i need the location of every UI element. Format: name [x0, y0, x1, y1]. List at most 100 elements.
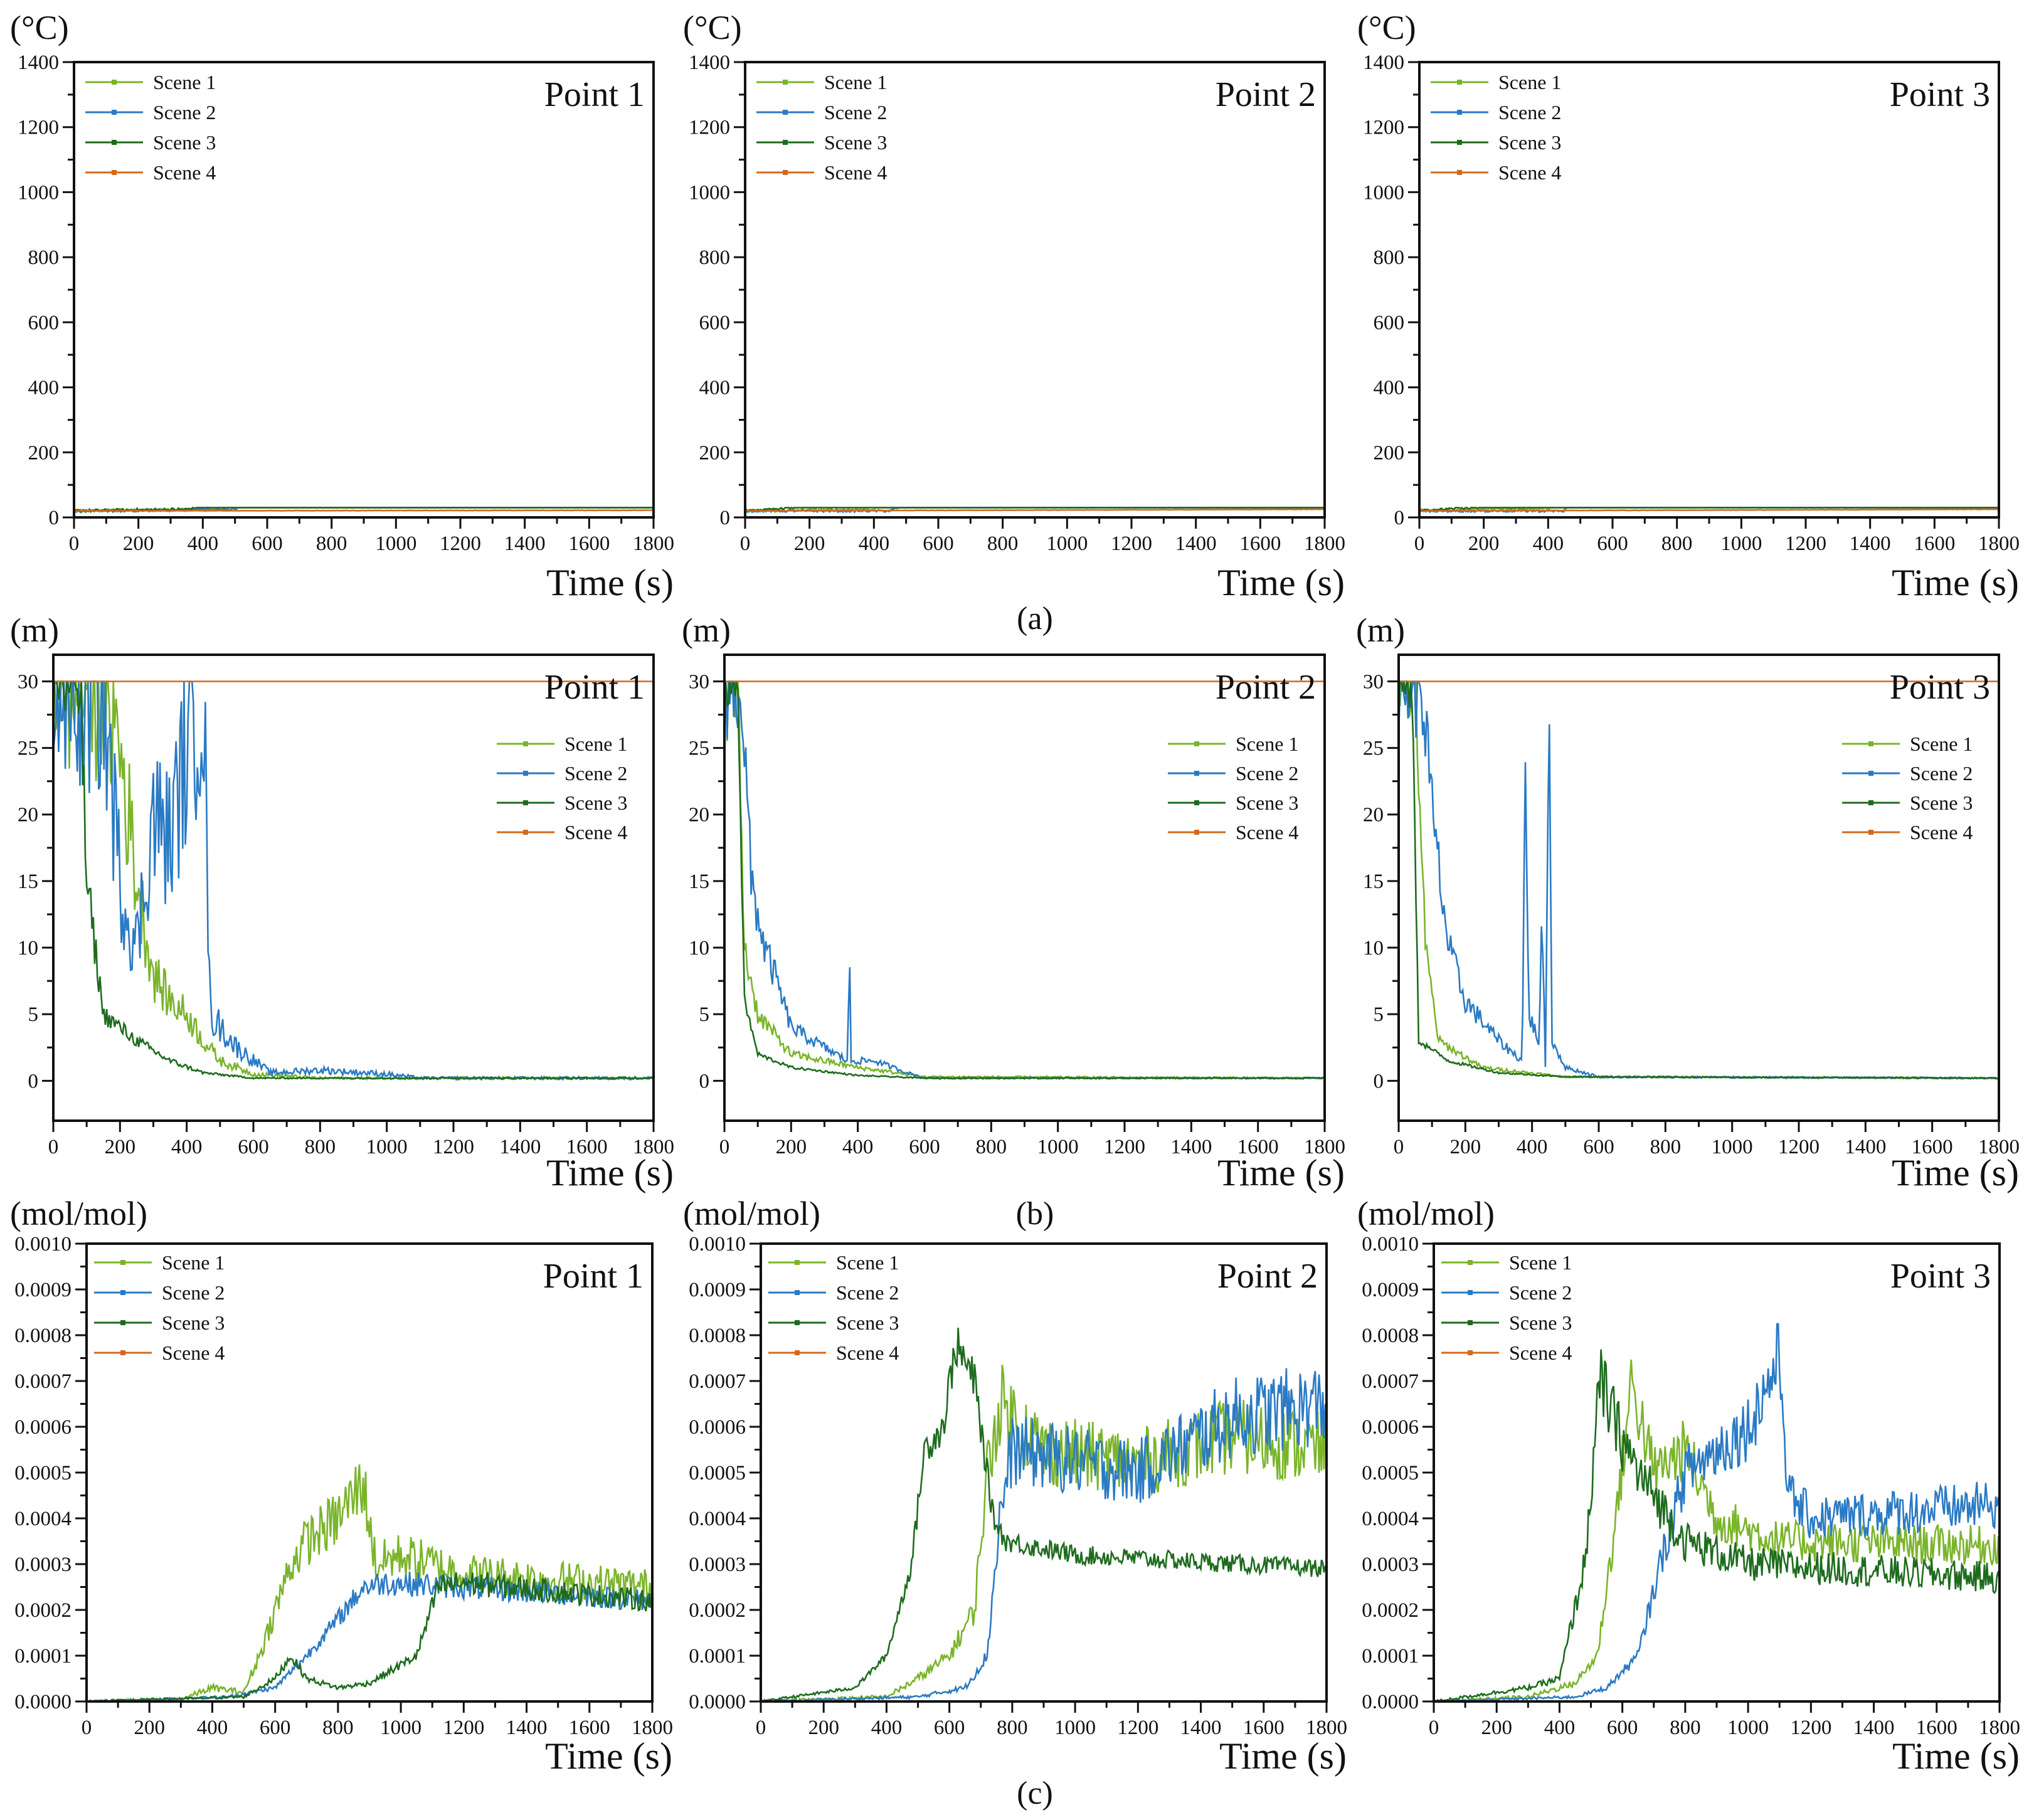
legend-marker: [795, 1260, 800, 1265]
x-tick-label: 0: [48, 1136, 59, 1158]
x-tick-label: 400: [1517, 1136, 1548, 1158]
x-tick-label: 0: [1414, 532, 1425, 555]
y-tick-label: 0.0010: [689, 1233, 746, 1256]
caption-b: (b): [1016, 1196, 1054, 1232]
legend-item: Scene 2: [1431, 101, 1561, 124]
y-tick-label: 0.0004: [14, 1508, 72, 1530]
x-tick-label: 600: [1583, 1136, 1614, 1158]
y-tick-label: 600: [28, 312, 60, 334]
legend-label: Scene 1: [162, 1251, 225, 1274]
y-tick-label: 0.0000: [1362, 1691, 1419, 1713]
x-tick-label: 1000: [375, 532, 416, 555]
legend-label: Scene 3: [564, 791, 627, 814]
series-line-scene-3: [761, 1327, 1327, 1701]
x-tick-label: 1800: [1978, 532, 2020, 555]
legend-marker: [1468, 1260, 1473, 1265]
point-label: Point 2: [1217, 1257, 1318, 1296]
y-tick-label: 0.0000: [14, 1691, 72, 1713]
x-tick-label: 200: [794, 532, 825, 555]
legend-marker: [1194, 771, 1199, 776]
y-tick-label: 10: [18, 937, 38, 960]
legend-marker: [1868, 771, 1873, 776]
x-axis-label: Time (s): [1892, 562, 2019, 603]
x-tick-label: 1400: [1853, 1717, 1895, 1739]
x-tick-label: 1200: [1790, 1717, 1831, 1739]
y-tick-label: 15: [689, 870, 709, 893]
legend-item: Scene 1: [756, 71, 887, 93]
legend-item: Scene 4: [1441, 1341, 1572, 1364]
legend-label: Scene 2: [1509, 1281, 1572, 1304]
chart-panel-5: 0 200 400 600 800 1000 1200 1400 1600 1800 0 5 10 15 2…: [682, 611, 1345, 1193]
x-tick-label: 1600: [568, 532, 610, 555]
series-line-scene-2: [724, 680, 1325, 1081]
y-tick-label: 0: [1374, 1070, 1384, 1093]
legend-label: Scene 1: [836, 1251, 899, 1274]
y-axis-unit-label: (°C): [1357, 9, 1416, 46]
x-tick-label: 400: [842, 1136, 874, 1158]
series-line-scene-3: [87, 1572, 652, 1701]
x-tick-label: 1000: [1046, 532, 1088, 555]
legend-label: Scene 2: [564, 762, 627, 785]
y-tick-label: 0.0001: [14, 1645, 72, 1668]
legend-marker: [120, 1320, 125, 1325]
series-line-scene-2: [761, 1368, 1327, 1701]
legend-label: Scene 1: [153, 71, 216, 93]
legend-label: Scene 4: [153, 161, 216, 184]
point-label: Point 1: [544, 668, 645, 707]
legend-marker: [523, 741, 528, 746]
x-tick-label: 600: [923, 532, 954, 555]
chart-panel-1: 0 200 400 600 800 1000 1200 1400 1600 1800 0 200 400…: [10, 9, 674, 603]
y-tick-label: 200: [28, 442, 60, 464]
x-tick-label: 600: [238, 1136, 269, 1158]
legend-marker: [1194, 741, 1199, 746]
legend: Scene 1 Scene 2 Scene 3 Scene 4: [94, 1251, 225, 1364]
y-tick-label: 0.0005: [14, 1462, 72, 1484]
legend-label: Scene 3: [1910, 791, 1973, 814]
x-tick-label: 1000: [1720, 532, 1762, 555]
y-tick-label: 0.0002: [689, 1599, 746, 1622]
legend-label: Scene 2: [836, 1281, 899, 1304]
x-tick-label: 400: [197, 1717, 228, 1739]
legend-label: Scene 2: [153, 101, 216, 124]
legend-item: Scene 4: [94, 1341, 225, 1364]
x-tick-label: 600: [260, 1717, 291, 1739]
legend-marker: [783, 170, 788, 175]
legend-label: Scene 3: [162, 1311, 225, 1334]
x-tick-label: 800: [1670, 1717, 1701, 1739]
legend-marker: [1468, 1320, 1473, 1325]
y-axis-unit-label: (mol/mol): [683, 1195, 820, 1232]
legend-label: Scene 4: [1498, 161, 1561, 184]
x-tick-label: 1000: [1054, 1717, 1096, 1739]
y-tick-label: 0.0001: [1362, 1645, 1419, 1668]
legend-item: Scene 2: [768, 1281, 899, 1304]
legend-item: Scene 4: [1842, 821, 1973, 844]
y-tick-label: 0: [28, 1070, 39, 1093]
y-tick-label: 5: [28, 1003, 39, 1026]
x-tick-label: 600: [1607, 1717, 1638, 1739]
y-tick-label: 400: [1374, 377, 1405, 399]
x-tick-label: 1200: [1111, 532, 1152, 555]
x-tick-label: 400: [859, 532, 890, 555]
y-tick-label: 400: [28, 377, 60, 399]
x-tick-label: 800: [1650, 1136, 1682, 1158]
legend-marker: [783, 80, 788, 85]
legend-marker: [112, 170, 117, 175]
legend-marker: [1194, 800, 1199, 805]
legend-label: Scene 4: [564, 821, 627, 844]
legend-marker: [795, 1350, 800, 1355]
y-tick-label: 30: [689, 670, 709, 693]
x-tick-label: 400: [171, 1136, 203, 1158]
x-tick-label: 600: [934, 1717, 965, 1739]
legend-item: Scene 2: [85, 101, 216, 124]
x-tick-label: 1400: [1170, 1136, 1212, 1158]
x-tick-label: 1400: [506, 1717, 548, 1739]
legend-marker: [112, 80, 117, 85]
plot-frame: [744, 61, 1326, 519]
legend-marker: [1868, 830, 1873, 835]
x-tick-label: 1200: [1117, 1717, 1158, 1739]
x-tick-label: 1800: [633, 532, 674, 555]
legend-label: Scene 3: [836, 1311, 899, 1334]
x-tick-label: 0: [69, 532, 80, 555]
legend-item: Scene 1: [1842, 733, 1973, 755]
